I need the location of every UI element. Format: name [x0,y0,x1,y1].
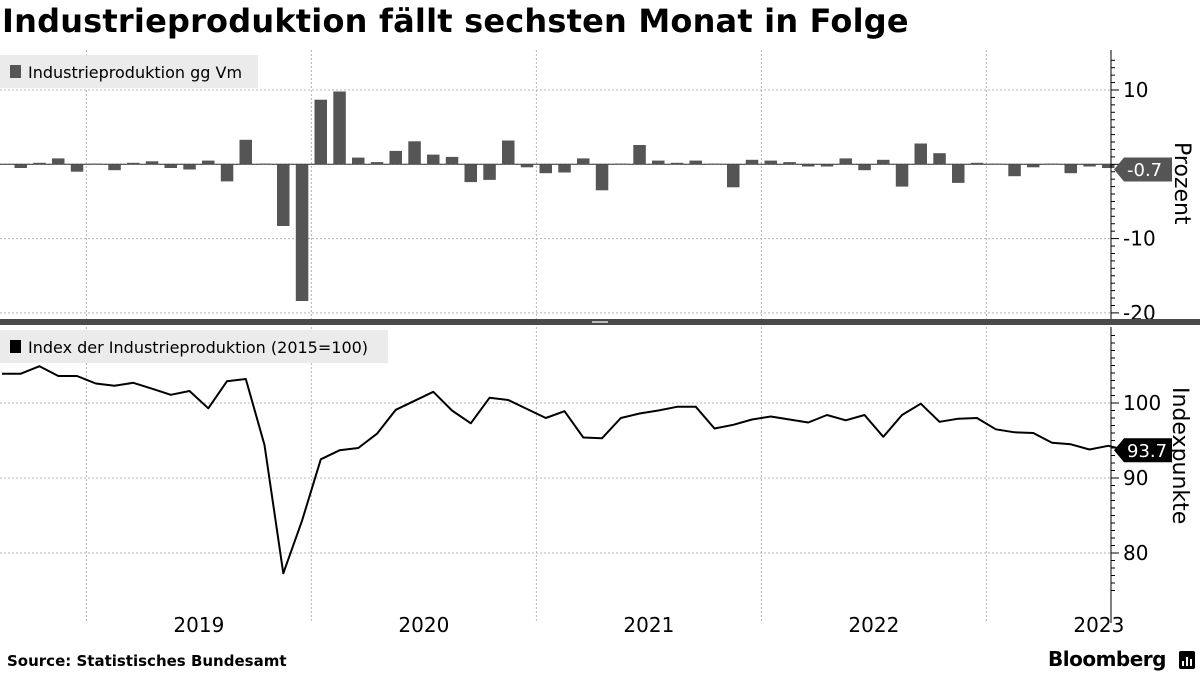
line-y-tick-label: 90 [1123,466,1148,490]
bar-2023-06 [1083,164,1096,167]
bar-2020-09 [464,164,477,183]
bar-2023-01 [989,163,1002,165]
x-axis: 2019 2020 2021 2022 2023 [173,613,1124,637]
legend-line-bg [0,330,388,363]
bar-2021-01 [539,164,552,174]
bar-2018-12 [70,164,84,172]
bar-2019-10 [258,163,271,165]
bar-2021-06 [633,145,646,165]
bar-2019-06 [183,164,196,170]
chart-area: Industrieproduktion gg Vm 10-10-20 Proze… [0,50,1200,637]
bar-2021-12 [745,159,759,165]
bar-last-value-tag [1114,157,1172,182]
bar-2022-06 [858,164,871,171]
bar-2020-04 [370,162,384,165]
bar-2022-01 [764,160,777,165]
bar-2022-09 [914,143,927,165]
bar-2020-12 [520,164,534,168]
bar-2022-11 [952,164,965,183]
x-tick-label-2022: 2022 [848,613,899,637]
bar-2020-10 [483,164,496,180]
bar-panel: Industrieproduktion gg Vm 10-10-20 Proze… [0,50,1194,325]
panel-divider-handle [592,321,608,323]
bar-y-axis: 10-10-20 [1110,50,1156,325]
bar-2021-02 [558,164,571,173]
bar-2022-02 [783,162,796,165]
bar-2019-09 [239,139,252,165]
line-y-axis: 100 90 80 [1110,327,1161,623]
bar-2018-11 [52,158,65,165]
bars [14,91,1134,301]
bar-2019-03 [127,162,140,165]
bar-2020-01 [314,99,327,165]
line-panel: Index der Industrieproduktion (2015=100)… [0,327,1192,623]
bar-2021-11 [727,164,740,188]
x-tick-label-2019: 2019 [173,613,224,637]
bar-2021-08 [670,162,684,165]
bar-2019-02 [108,164,121,171]
legend-line-label: Index der Industrieproduktion (2015=100) [28,338,368,357]
bar-2019-04 [145,161,159,165]
legend-bars: Industrieproduktion gg Vm [0,55,258,88]
bar-2022-04 [820,164,834,167]
bar-last-value-label: -0.7 [1127,160,1162,181]
bar-2021-10 [708,163,721,165]
bar-y-tick-label: -10 [1123,227,1156,251]
bar-y-axis-label: Prozent [1169,142,1194,225]
bar-2021-03 [577,158,590,165]
line-last-value-tag [1114,438,1172,463]
source-note: Source: Statistisches Bundesamt [7,652,287,670]
bar-2019-01 [89,163,102,165]
bar-2023-03 [1027,164,1040,168]
legend-line-swatch [10,340,21,353]
bar-2023-04 [1045,163,1059,165]
bar-2022-05 [839,158,852,165]
bar-2021-07 [652,160,665,165]
x-tick-label-2021: 2021 [623,613,674,637]
bar-2019-11 [277,164,290,226]
bloomberg-terminal-icon [1179,651,1195,669]
bar-2020-06 [408,141,421,165]
legend-line: Index der Industrieproduktion (2015=100) [0,330,388,363]
bar-2020-11 [502,140,515,165]
bar-2020-02 [333,91,346,165]
bar-2020-08 [445,156,459,165]
chart-title: Industrieproduktion fällt sechsten Monat… [2,2,909,40]
line-y-tick-label: 80 [1123,541,1148,565]
index-line [2,365,1128,575]
bar-y-tick-label: 10 [1123,78,1148,102]
line-y-tick-label: 100 [1123,391,1161,415]
bar-2023-02 [1008,164,1021,177]
bar-2020-05 [389,150,402,165]
bar-2019-08 [220,164,234,182]
line-last-value: 93.7 [1114,438,1172,463]
bloomberg-logo: Bloomberg [1048,647,1166,671]
legend-bars-swatch [10,65,21,78]
legend-bars-bg [0,55,258,88]
bar-2019-05 [164,164,177,168]
bar-2022-07 [877,159,890,165]
bar-2018-09 [14,164,27,168]
bar-2018-10 [33,162,46,165]
x-tick-label-2023: 2023 [1073,613,1124,637]
bar-2022-03 [802,164,815,167]
bar-2022-10 [933,153,946,165]
bar-2020-03 [352,157,365,165]
x-tick-label-2020: 2020 [398,613,449,637]
panel-divider [0,319,1200,325]
line-last-value-label: 93.7 [1127,441,1167,462]
legend-bars-label: Industrieproduktion gg Vm [28,63,242,82]
bar-2019-12 [295,164,309,301]
bar-2021-09 [689,160,702,165]
bar-2023-05 [1064,164,1077,174]
bar-2022-12 [970,162,984,165]
bar-2019-07 [202,160,215,165]
bar-2021-05 [614,163,627,165]
bar-2022-08 [895,164,909,187]
bar-2023-07 [1102,164,1115,168]
bar-2021-04 [595,164,609,191]
bar-2020-07 [427,154,440,165]
bar-last-value: -0.7 [1114,157,1172,182]
